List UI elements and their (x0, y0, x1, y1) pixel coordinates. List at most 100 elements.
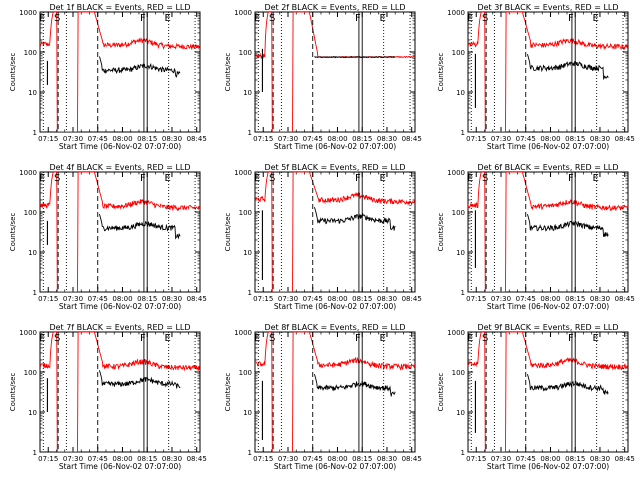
marker-label: E (467, 13, 473, 24)
plot-frame (254, 171, 416, 293)
x-tick-label: 08:30 (377, 455, 397, 463)
marker-label: E (39, 333, 45, 344)
x-tick-label: 07:30 (491, 455, 511, 463)
x-axis-label: Start Time (06-Nov-02 07:07:00) (487, 462, 609, 471)
panel-9: Det 9f BLACK = Events, RED = LLD 1 10 100 10… (437, 323, 635, 471)
x-tick-label: 08:00 (112, 455, 132, 463)
x-tick-label: 08:15 (565, 295, 585, 303)
y-tick-label: 100 (239, 369, 252, 377)
marker-label: E (592, 13, 598, 24)
x-tick-label: 08:45 (615, 135, 635, 143)
marker-label: F (355, 173, 361, 184)
plot-frame (39, 331, 201, 453)
x-tick-label: 08:00 (540, 295, 560, 303)
x-tick-label: 08:30 (162, 295, 182, 303)
marker-label: S (54, 333, 60, 344)
plot-frame (39, 171, 201, 293)
panel-title: Det 1f BLACK = Events, RED = LLD (49, 3, 190, 12)
marker-label: E (379, 13, 385, 24)
y-tick-label: 1 (248, 289, 252, 297)
x-tick-label: 07:30 (278, 455, 298, 463)
panel-2: Det 2f BLACK = Events, RED = LLD 1 10 100 10… (224, 3, 422, 151)
y-tick-label: 1 (461, 449, 465, 457)
marker-label: F (140, 173, 146, 184)
series-group (40, 172, 200, 292)
lld-series-line (40, 12, 200, 132)
marker-label: E (592, 173, 598, 184)
x-tick-label: 08:30 (590, 135, 610, 143)
x-tick-label: 08:45 (187, 455, 207, 463)
lld-series-line (255, 332, 415, 452)
plot-frame (467, 331, 629, 453)
y-tick-label: 100 (452, 209, 465, 217)
x-tick-label: 07:15 (466, 135, 486, 143)
x-tick-label: 08:00 (327, 135, 347, 143)
y-tick-label: 1 (248, 449, 252, 457)
x-tick-label: 08:30 (590, 455, 610, 463)
marker-label: S (54, 13, 60, 24)
y-axis-label: Counts/sec (437, 213, 445, 252)
marker-label: E (254, 13, 260, 24)
y-tick-label: 100 (239, 209, 252, 217)
marker-label: E (379, 333, 385, 344)
y-tick-label: 1000 (234, 329, 252, 337)
y-tick-label: 1 (33, 289, 37, 297)
x-tick-label: 08:00 (112, 135, 132, 143)
x-tick-label: 07:45 (303, 135, 323, 143)
y-tick-label: 1000 (447, 9, 465, 17)
events-series-line (313, 207, 396, 231)
x-tick-label: 08:45 (402, 135, 422, 143)
events-series-line (314, 56, 396, 59)
y-tick-label: 1000 (447, 329, 465, 337)
y-axis-label: Counts/sec (437, 373, 445, 412)
marker-label: S (482, 173, 488, 184)
y-tick-label: 10 (456, 89, 465, 97)
panel-4: Det 4f BLACK = Events, RED = LLD 1 10 100 10… (9, 163, 207, 311)
marker-label: F (568, 173, 574, 184)
y-tick-label: 10 (243, 409, 252, 417)
marker-label: E (39, 173, 45, 184)
events-series-line (526, 374, 609, 395)
lld-series-line (255, 12, 415, 132)
panel-title: Det 8f BLACK = Events, RED = LLD (264, 323, 405, 332)
y-tick-label: 100 (24, 369, 37, 377)
marker-label: S (269, 333, 275, 344)
marker-label: F (140, 333, 146, 344)
events-series-line (526, 54, 609, 81)
x-tick-label: 07:45 (516, 135, 536, 143)
lld-series-line (468, 12, 628, 132)
marker-label: S (482, 13, 488, 24)
x-axis-label: Start Time (06-Nov-02 07:07:00) (487, 302, 609, 311)
x-tick-label: 08:15 (565, 455, 585, 463)
x-tick-label: 08:45 (615, 295, 635, 303)
x-tick-label: 08:15 (137, 135, 157, 143)
x-tick-label: 07:45 (88, 295, 108, 303)
panel-8: Det 8f BLACK = Events, RED = LLD 1 10 100 10… (224, 323, 422, 471)
marker-label: F (140, 13, 146, 24)
panel-title: Det 5f BLACK = Events, RED = LLD (264, 163, 405, 172)
x-tick-label: 07:30 (278, 135, 298, 143)
y-tick-label: 10 (243, 89, 252, 97)
y-tick-label: 100 (452, 49, 465, 57)
lld-series-line (40, 172, 200, 292)
x-tick-label: 07:30 (63, 135, 83, 143)
x-tick-label: 07:15 (466, 295, 486, 303)
lld-series-line (468, 172, 628, 292)
x-tick-label: 07:30 (63, 295, 83, 303)
lld-series-line (468, 332, 628, 452)
marker-label: F (355, 13, 361, 24)
y-tick-label: 1 (461, 289, 465, 297)
x-tick-label: 07:45 (88, 455, 108, 463)
x-tick-label: 07:15 (466, 455, 486, 463)
x-tick-label: 07:45 (303, 455, 323, 463)
marker-label: E (254, 333, 260, 344)
x-tick-label: 07:30 (491, 135, 511, 143)
x-tick-label: 07:30 (491, 295, 511, 303)
plot-frame (254, 331, 416, 453)
x-axis-label: Start Time (06-Nov-02 07:07:00) (487, 142, 609, 151)
x-tick-label: 08:00 (327, 295, 347, 303)
x-tick-label: 08:15 (352, 455, 372, 463)
y-tick-label: 10 (28, 409, 37, 417)
panel-title: Det 2f BLACK = Events, RED = LLD (264, 3, 405, 12)
